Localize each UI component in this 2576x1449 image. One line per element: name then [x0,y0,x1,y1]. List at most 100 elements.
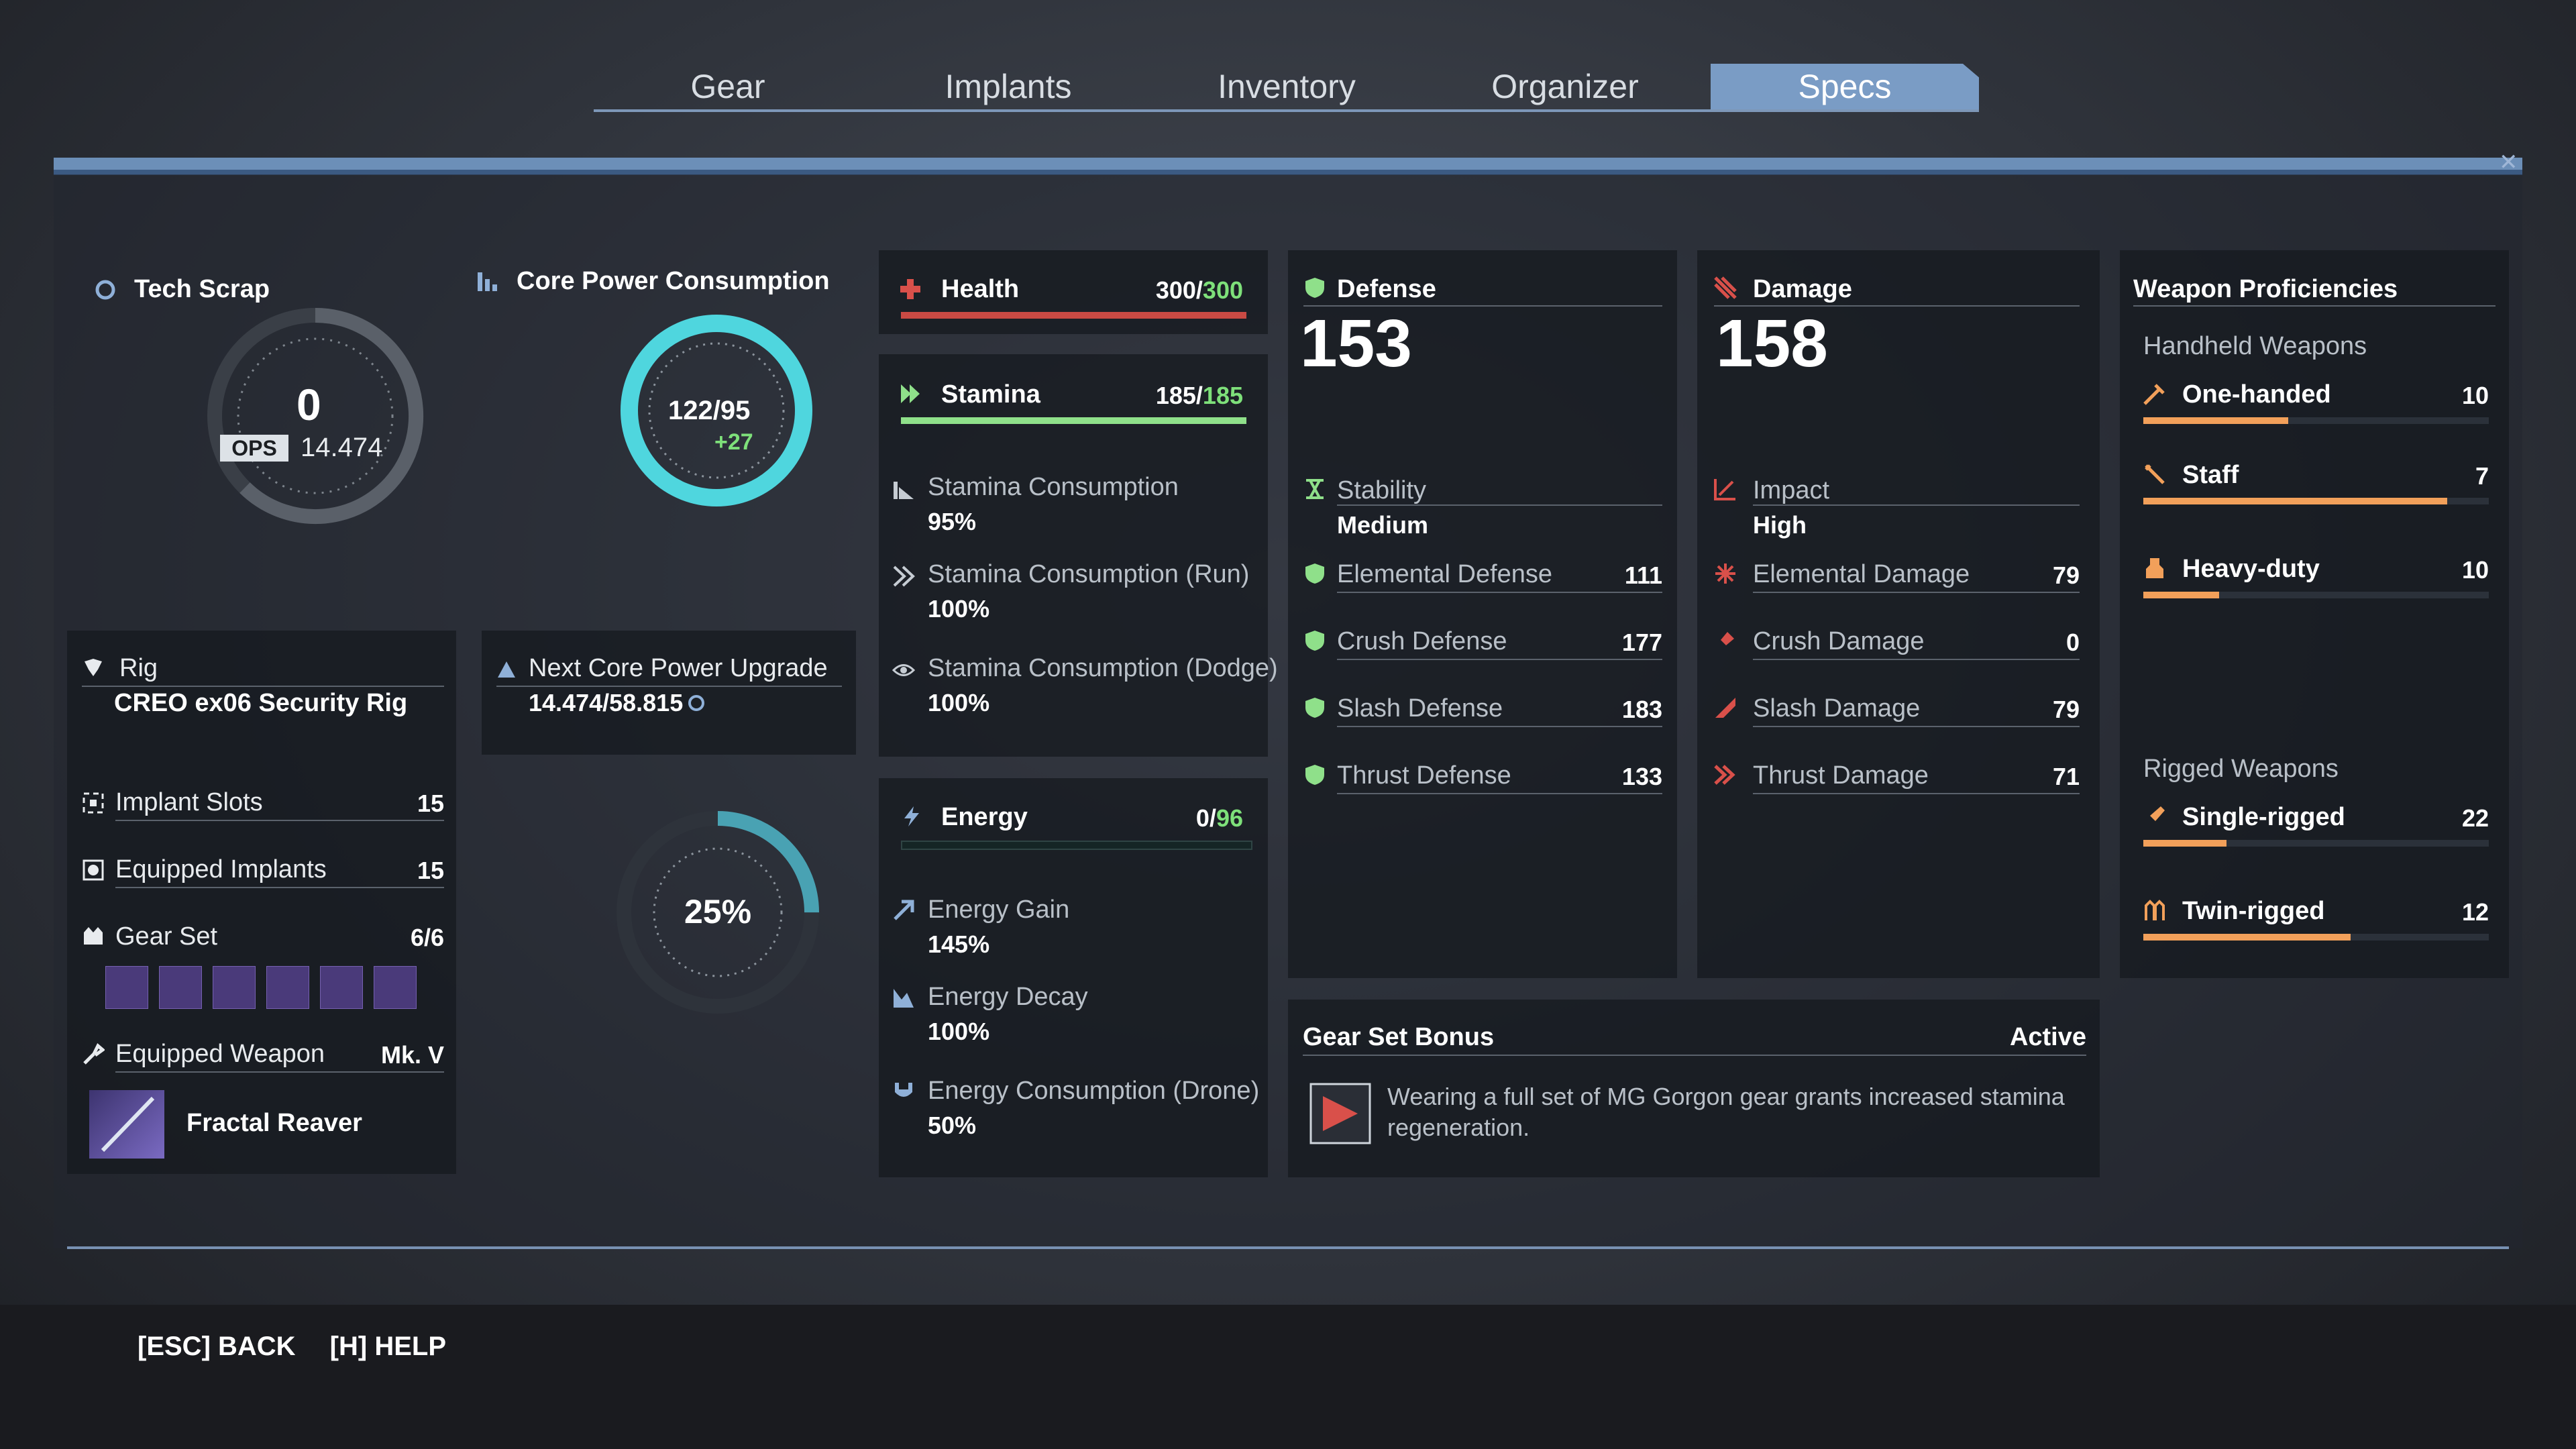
next-upgrade-value: 14.474/58.815 [529,689,684,716]
crush-defense-separator [1337,659,1662,660]
tab-inventory[interactable]: Inventory [1218,68,1356,105]
core-power-title: Core Power Consumption [517,267,830,295]
crush-damage-value: 0 [2065,629,2080,656]
stamina-dodge-label: Stamina Consumption (Dodge) [928,654,1278,682]
slash-damage-separator [1753,726,2080,727]
gear-set-value: 6/6 [410,924,444,951]
slash-damage-value: 79 [2052,696,2080,723]
gear-tile[interactable] [213,966,256,1009]
crush-damage-icon [1717,632,1734,649]
energy-bar [901,841,1252,850]
rig-name: CREO ex06 Security Rig [114,689,408,717]
frame-top-bar [54,158,2522,170]
health-current: 300 [1155,276,1196,304]
twin-rigged-icon [2145,900,2165,920]
stamina-arrow-icon [901,384,920,403]
energy-gain-value: 145% [928,930,990,958]
stamina-stat-label: Stamina Consumption [928,473,1179,501]
thrust-defense-label: Thrust Defense [1337,761,1511,790]
implant-slots-icon [83,792,104,814]
single-rigged-bar [2143,840,2489,847]
core-power-current: 122/95 [668,396,751,425]
damage-icon [1714,276,1737,299]
damage-panel [1697,250,2100,978]
elemental-damage-icon [1715,564,1735,584]
slash-damage-label: Slash Damage [1753,694,1921,722]
triangle-up-icon [498,661,515,678]
equipped-weapon-name: Fractal Reaver [186,1109,362,1137]
wrench-icon [83,1043,105,1065]
elemental-defense-label: Elemental Defense [1337,560,1553,588]
health-label: Health [941,275,1020,303]
close-icon[interactable]: ✕ [2499,150,2518,175]
energy-decay-label: Energy Decay [928,983,1088,1011]
gear-tile[interactable] [266,966,309,1009]
impact-label: Impact [1753,476,1830,504]
rigged-weapons-header: Rigged Weapons [2143,755,2339,783]
one-handed-bar [2143,417,2489,424]
stability-label: Stability [1337,476,1427,504]
defense-separator [1303,305,1662,307]
tab-organizer[interactable]: Organizer [1491,68,1639,105]
stamina-stat-value: 95% [928,508,977,535]
impact-separator [1753,504,2080,506]
crush-damage-label: Crush Damage [1753,627,1925,655]
equipped-weapon-label: Equipped Weapon [115,1040,325,1068]
thrust-damage-icon [1714,765,1735,785]
gear-set-bonus-panel [1288,1000,2100,1177]
one-handed-label: One-handed [2182,380,2331,409]
elemental-damage-label: Elemental Damage [1753,560,1970,588]
elemental-defense-icon [1305,564,1324,584]
elemental-defense-value: 111 [1624,561,1662,589]
heavy-duty-icon [2146,558,2163,578]
tab-specs[interactable]: Specs [1711,64,1979,109]
slash-defense-label: Slash Defense [1337,694,1503,722]
ops-badge: OPS [220,435,288,462]
one-handed-value: 10 [2461,382,2489,409]
help-button[interactable]: [H] HELP [329,1332,446,1361]
defense-panel [1288,250,1677,978]
bar-chart-icon [478,272,497,291]
rig-icon [85,659,102,676]
gear-tile[interactable] [320,966,363,1009]
gear-tile[interactable] [105,966,148,1009]
damage-label: Damage [1753,275,1852,303]
next-upgrade-title: Next Core Power Upgrade [529,654,828,682]
tab-implants[interactable]: Implants [945,68,1072,105]
weapon-thumbnail[interactable] [89,1090,164,1159]
thrust-damage-value: 71 [2052,763,2080,790]
equipped-implants-icon [83,859,104,881]
elemental-damage-value: 79 [2052,561,2080,589]
stamina-bar [901,417,1246,424]
energy-values: 0/96 [1195,804,1243,832]
slash-damage-icon [1715,698,1735,718]
staff-icon [2145,464,2165,484]
gear-set-label: Gear Set [115,922,218,951]
stamina-consumption-icon [894,482,914,499]
defense-total: 153 [1300,306,1412,381]
gear-set-bonus-separator [1303,1055,2086,1056]
health-cross-icon [900,279,920,299]
equipped-weapon-tier: Mk. V [380,1041,444,1069]
core-power-ring [621,315,812,506]
single-rigged-icon [2145,806,2165,826]
stamina-dodge-value: 100% [928,689,990,716]
drone-icon [895,1083,912,1097]
energy-decay-icon [894,989,914,1008]
scrap-icon [688,695,704,711]
energy-drone-label: Energy Consumption (Drone) [928,1077,1260,1105]
elemental-damage-separator [1753,592,2080,593]
gear-tile[interactable] [374,966,417,1009]
crush-defense-label: Crush Defense [1337,627,1507,655]
twin-rigged-value: 12 [2461,898,2489,926]
one-handed-icon [2143,384,2165,405]
stability-value: Medium [1337,511,1429,539]
health-panel [879,250,1268,334]
back-button[interactable]: [ESC] BACK [138,1332,296,1361]
energy-drone-value: 50% [928,1112,977,1139]
stability-separator [1337,504,1662,506]
gear-tile[interactable] [159,966,202,1009]
energy-decay-value: 100% [928,1018,990,1045]
gorgon-set-icon [1309,1083,1371,1144]
tab-gear[interactable]: Gear [690,68,765,105]
